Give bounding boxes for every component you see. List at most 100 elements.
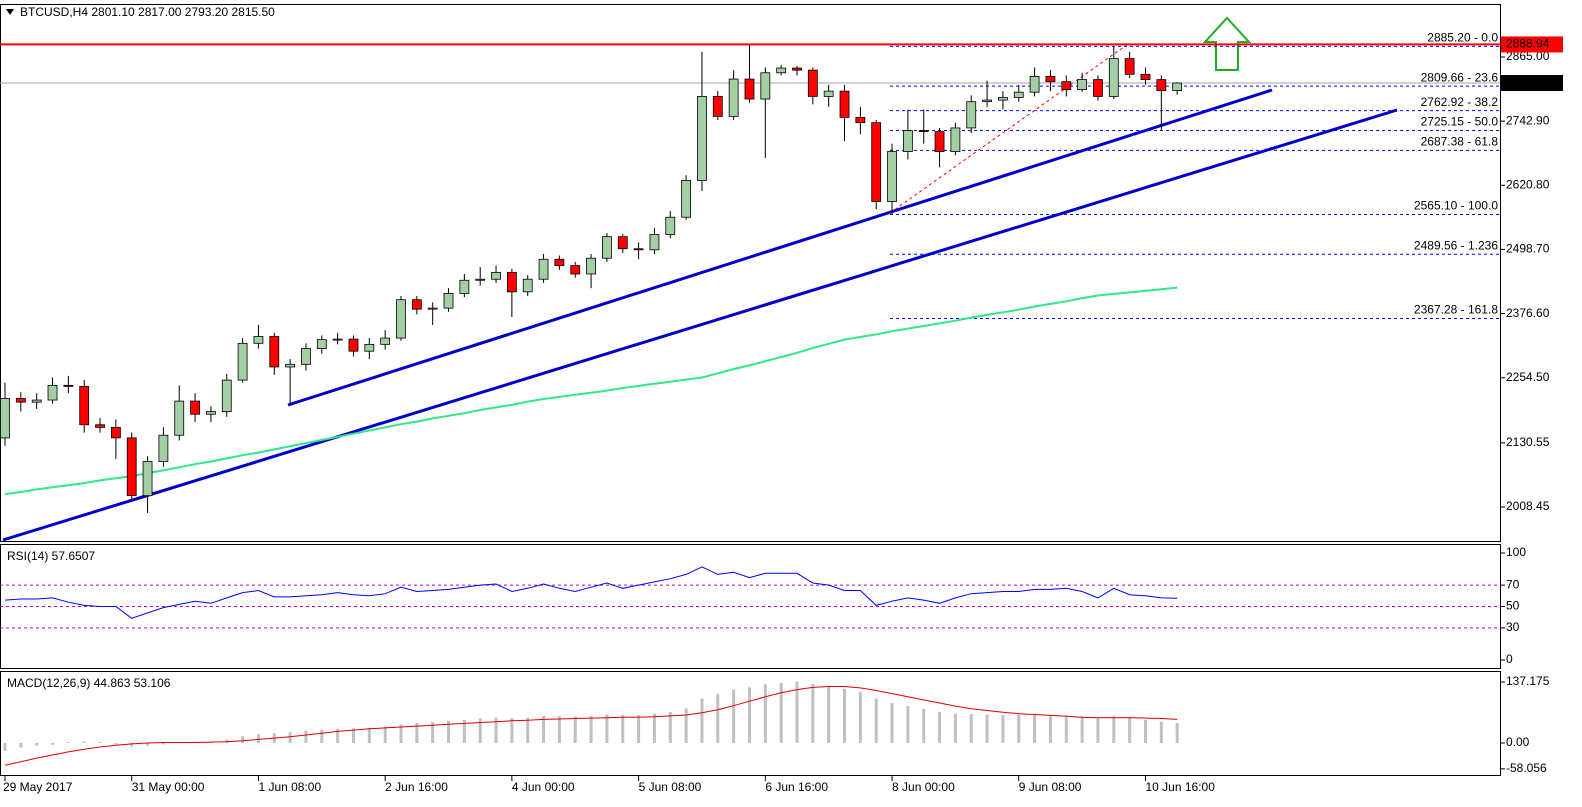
y-tick-label: 2130.55 (1506, 435, 1550, 449)
candle-body (950, 127, 961, 152)
candle-body (126, 437, 137, 497)
candle-body (1093, 79, 1103, 97)
histogram-bar (510, 718, 514, 743)
candle-body (602, 236, 612, 259)
histogram-bar (811, 683, 815, 743)
histogram-bar (874, 698, 878, 743)
candle-body (617, 236, 628, 250)
histogram-bar (35, 742, 39, 746)
histogram-bar (98, 742, 102, 743)
candle-body (744, 78, 755, 100)
candle-body (839, 90, 850, 118)
histogram-bar (161, 742, 165, 745)
histogram-bar (1048, 715, 1052, 743)
x-tick-label: 31 May 00:00 (132, 780, 205, 794)
candle-body (633, 248, 644, 251)
histogram-bar (732, 689, 736, 743)
y-tick-label: 2620.80 (1506, 177, 1550, 191)
fib-label: 2687.38 - 61.8 (1421, 134, 1499, 148)
histogram-bar (795, 681, 799, 743)
histogram-bar (320, 729, 324, 743)
candle-body (1124, 58, 1135, 75)
trend-line (287, 88, 1273, 407)
histogram-bar (938, 711, 942, 743)
candle-body (253, 336, 264, 344)
histogram-bar (1128, 717, 1132, 743)
candle-body (63, 384, 74, 387)
candle-body (380, 337, 391, 345)
histogram-bar (684, 708, 688, 743)
candle-body (142, 461, 153, 497)
histogram-bar (304, 730, 308, 743)
histogram-bar (3, 742, 7, 751)
histogram-bar (1175, 723, 1179, 743)
histogram-bar (82, 741, 86, 743)
histogram-bar (652, 713, 656, 743)
histogram-bar (114, 742, 118, 745)
histogram-bar (51, 742, 55, 745)
candle-body (427, 307, 438, 310)
histogram-bar (779, 682, 783, 743)
histogram-bar (447, 720, 451, 743)
candle-body (396, 299, 406, 339)
last-price-label: 2815.50 (1506, 75, 1550, 89)
candle-body (79, 385, 90, 426)
x-tick-label: 5 Jun 08:00 (639, 780, 702, 794)
candle-body (190, 400, 200, 415)
candle-body (174, 400, 185, 436)
y-tick-label: 2376.60 (1506, 306, 1550, 320)
y-tick-label: 70 (1506, 577, 1520, 591)
histogram-bar (700, 698, 704, 743)
histogram-bar (256, 734, 260, 743)
candle-body (443, 293, 454, 309)
candle-body (411, 299, 422, 310)
y-tick-label: 2742.90 (1506, 113, 1550, 127)
candle-body (538, 258, 549, 280)
histogram-bar (985, 714, 989, 743)
candle-body (269, 336, 280, 368)
candle-body (237, 342, 248, 381)
histogram-bar (890, 702, 894, 743)
histogram-bar (589, 715, 593, 743)
y-tick-label: 100 (1506, 545, 1526, 559)
histogram-bar (66, 742, 70, 743)
candle-body (206, 411, 216, 415)
candle-body (728, 78, 739, 117)
histogram-bar (1080, 716, 1084, 743)
histogram-bar (241, 736, 245, 743)
candle-body (348, 338, 359, 352)
candle-body (1077, 79, 1088, 90)
candle-body (95, 424, 105, 428)
candle-body (1045, 76, 1056, 83)
candle-body (1156, 79, 1167, 91)
candle-body (522, 278, 533, 293)
price-pane (0, 4, 1501, 542)
histogram-bar (843, 688, 847, 743)
candle-body (649, 234, 660, 251)
x-tick-label: 8 Jun 00:00 (892, 780, 955, 794)
indicator-line (4, 566, 1178, 619)
y-tick-label: 0.00 (1506, 735, 1530, 749)
histogram-bar (922, 708, 926, 743)
signal-line (4, 686, 1178, 766)
histogram-bar (336, 728, 340, 743)
y-tick-label: 2498.70 (1506, 242, 1550, 256)
histogram-bar (953, 713, 957, 743)
histogram-bar (542, 715, 546, 743)
histogram-bar (383, 726, 387, 743)
trend-line (2, 108, 1398, 542)
fib-label: 2367.28 - 161.8 (1414, 303, 1498, 317)
candle-body (506, 271, 517, 293)
histogram-bar (367, 727, 371, 743)
candle-body (855, 117, 866, 124)
candle-body (586, 257, 596, 275)
y-tick-label: 2008.45 (1506, 499, 1550, 513)
candle-body (1013, 91, 1024, 98)
x-tick-label: 4 Jun 00:00 (512, 780, 575, 794)
macd-pane (0, 671, 1501, 776)
resistance-label: 2888.94 (1506, 37, 1550, 51)
candle-body (934, 131, 945, 152)
x-tick-label: 2 Jun 16:00 (385, 780, 448, 794)
histogram-bar (1033, 714, 1037, 743)
